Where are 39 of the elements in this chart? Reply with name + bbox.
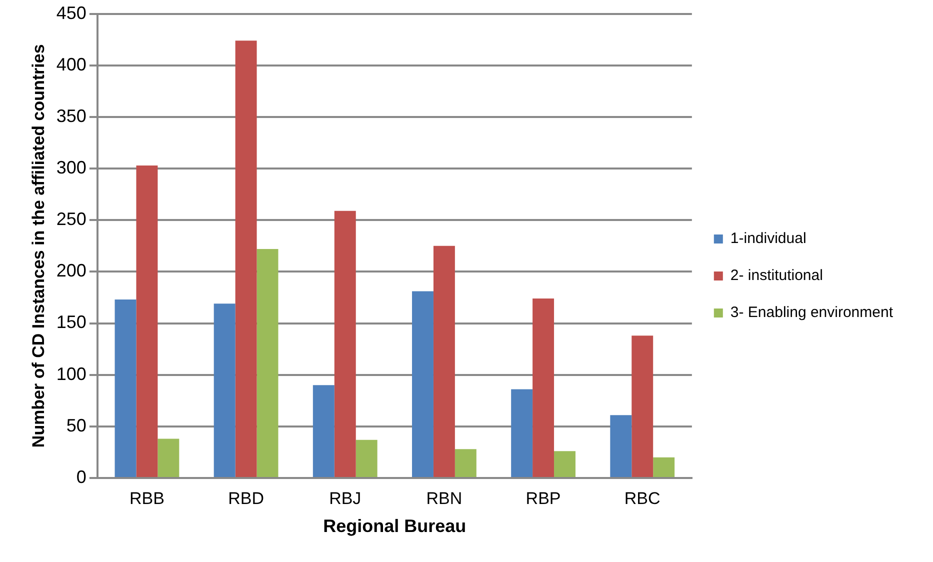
bar (610, 415, 632, 477)
x-tick-label: RBD (228, 488, 264, 508)
bar (334, 210, 356, 477)
y-tick-label: 350 (56, 106, 86, 126)
x-tick-label: RBC (624, 488, 660, 508)
y-axis-title: Number of CD Instances in the affiliated countries (28, 44, 48, 448)
legend-label: 3- Enabling environment (730, 304, 894, 322)
x-tick-label: RBJ (329, 488, 362, 508)
bar (214, 304, 236, 477)
bar (158, 438, 180, 477)
y-tick-label: 150 (56, 312, 86, 332)
bar (433, 246, 455, 477)
bar (312, 385, 334, 477)
bar (356, 440, 378, 477)
y-tick-label: 250 (56, 209, 86, 230)
x-tick-label: RBN (426, 488, 462, 508)
legend-label: 1-individual (730, 230, 806, 248)
y-tick-label: 400 (56, 54, 86, 74)
bar (256, 248, 278, 477)
bar (532, 298, 554, 477)
bar (136, 165, 158, 477)
bar (412, 291, 434, 477)
bar (632, 336, 654, 477)
bar (554, 451, 576, 477)
y-tick-label: 0 (76, 466, 86, 487)
x-tick-label: RBB (129, 488, 164, 508)
legend-label: 2- institutional (730, 267, 823, 284)
y-tick-label: 50 (66, 415, 86, 436)
x-tick-label: RBP (526, 488, 561, 508)
y-tick-label: 450 (56, 2, 86, 23)
bar (653, 457, 675, 477)
y-tick-label: 300 (56, 158, 86, 178)
bar (235, 40, 257, 477)
x-axis-title: Regional Bureau (323, 516, 466, 536)
bar (511, 389, 533, 477)
bar (114, 300, 136, 477)
y-tick-label: 200 (56, 260, 86, 281)
y-tick-label: 100 (56, 364, 86, 384)
bar (454, 449, 476, 477)
